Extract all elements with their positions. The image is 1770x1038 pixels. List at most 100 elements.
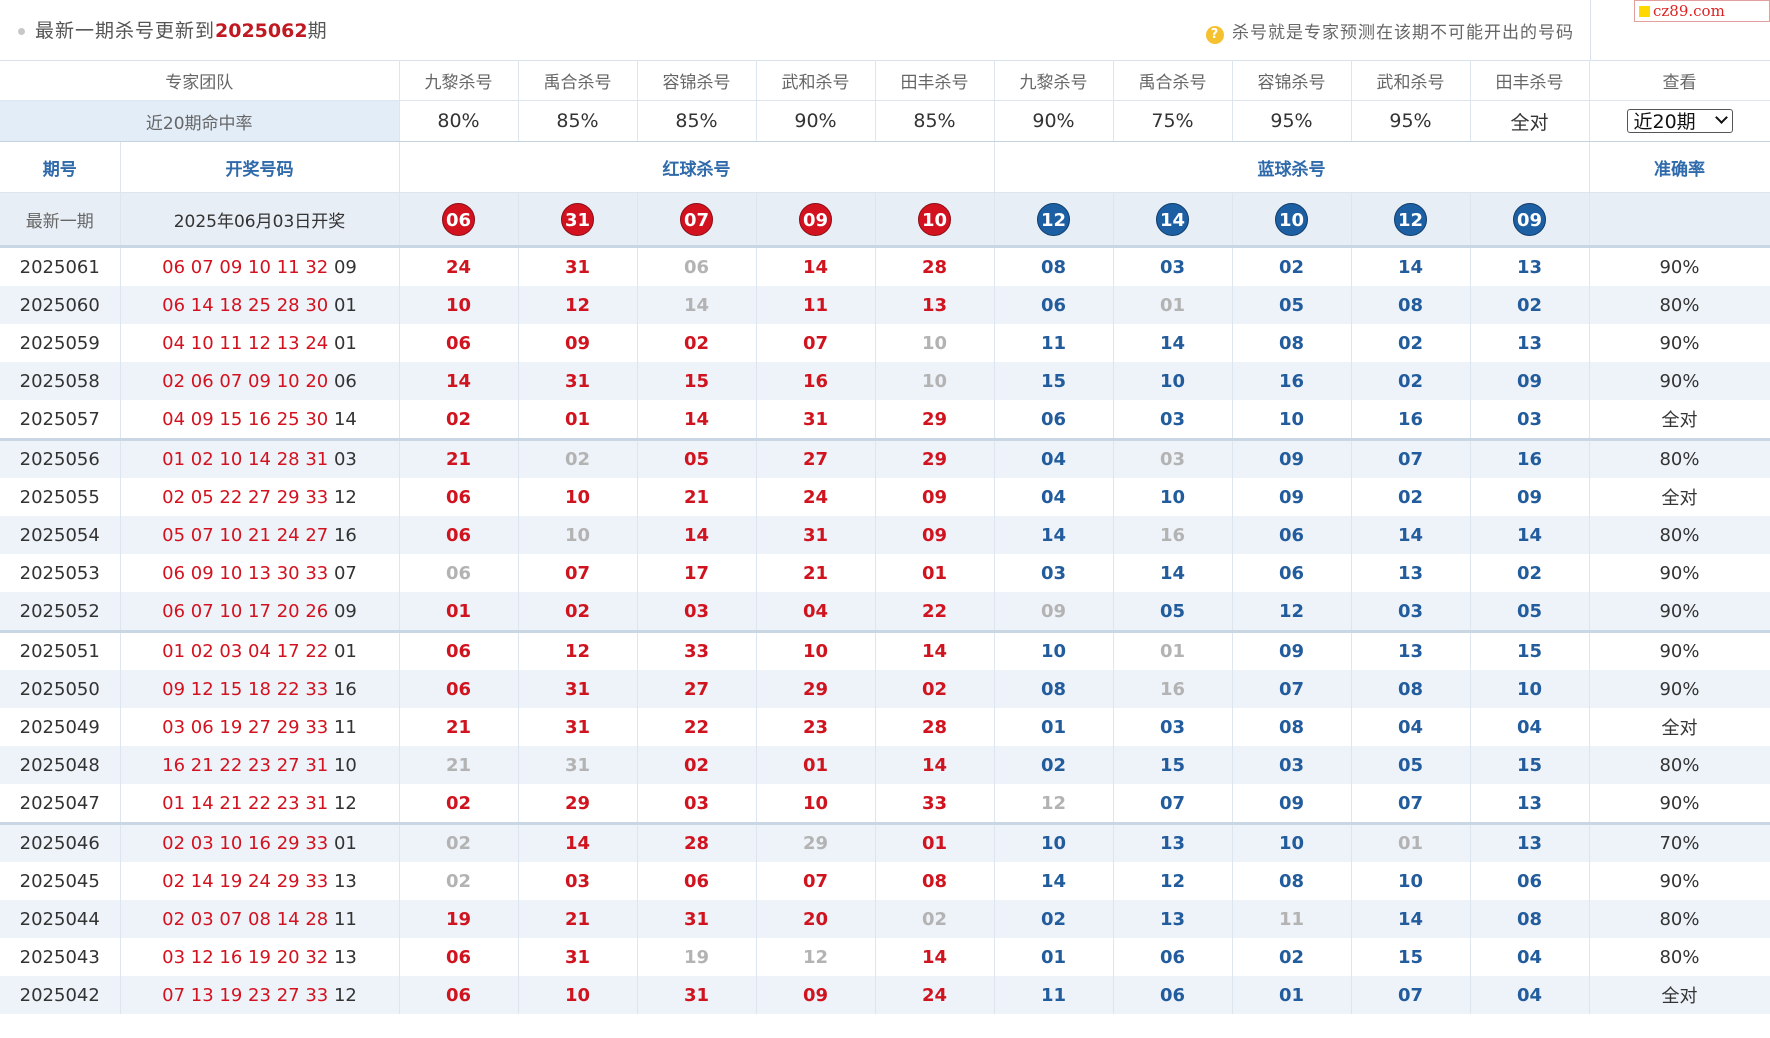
blue-kill-value: 13	[1113, 900, 1233, 938]
issue-number: 2025060	[0, 286, 121, 324]
draw-red-number: 21	[190, 754, 214, 776]
blue-kill-ball: 10	[1275, 202, 1308, 236]
red-kill-value: 14	[637, 400, 757, 440]
blue-kill-value: 11	[1232, 900, 1352, 938]
table-row: 2025054 05 07 10 21 24 27 16 06 10 14 31 09 14 1…	[0, 516, 1770, 554]
draw-red-number: 10	[219, 600, 243, 622]
issue-number: 2025053	[0, 554, 121, 592]
bullet-icon	[18, 28, 25, 35]
accuracy-value: 90%	[1589, 362, 1770, 400]
red-kill-value: 16	[756, 362, 876, 400]
draw-red-number: 06	[190, 716, 214, 738]
draw-red-number: 02	[162, 370, 186, 392]
draw-red-number: 07	[190, 524, 214, 546]
draw-numbers: 01 02 10 14 28 31 03	[120, 438, 400, 478]
draw-numbers: 02 05 22 27 29 33 12	[120, 478, 400, 516]
draw-red-number: 21	[248, 524, 271, 546]
view-label: 查看	[1589, 60, 1770, 101]
red-kill-value: 02	[399, 822, 519, 862]
draw-red-number: 07	[162, 984, 186, 1006]
draw-blue-number: 14	[333, 408, 357, 430]
red-kill-value: 07	[756, 324, 876, 362]
draw-red-number: 17	[276, 641, 300, 662]
accuracy-value: 全对	[1589, 400, 1770, 440]
draw-red-number: 28	[276, 449, 300, 470]
draw-red-number: 14	[190, 870, 214, 892]
issue-number: 2025051	[0, 630, 121, 670]
issue-number: 2025043	[0, 938, 121, 976]
blue-kill-value: 13	[1470, 324, 1590, 362]
issue-number: 2025046	[0, 822, 121, 862]
red-kill-value: 21	[756, 554, 876, 592]
red-kill-value: 29	[875, 438, 995, 478]
draw-red-number: 27	[248, 716, 271, 738]
blue-kill-value: 07	[1351, 784, 1471, 824]
draw-red-number: 02	[162, 486, 186, 508]
draw-red-number: 08	[248, 908, 271, 930]
red-kill-value: 31	[637, 900, 757, 938]
draw-red-number: 16	[248, 408, 271, 430]
blue-kill-ball: 12	[1394, 202, 1427, 236]
red-kill-value: 19	[399, 900, 519, 938]
blue-kill-value: 10	[994, 822, 1114, 862]
draw-red-number: 09	[190, 408, 214, 430]
latest-blue-cell: 10	[1232, 192, 1352, 248]
blue-kill-value: 03	[1351, 592, 1471, 632]
draw-red-number: 20	[305, 370, 329, 392]
draw-blue-number: 12	[333, 486, 357, 508]
draw-red-number: 07	[190, 256, 214, 278]
red-kill-value: 12	[518, 286, 638, 324]
red-kill-value: 23	[756, 708, 876, 746]
draw-red-number: 03	[219, 641, 243, 662]
red-kill-value: 02	[875, 900, 995, 938]
draw-red-number: 15	[219, 678, 243, 700]
red-kill-value: 21	[399, 438, 519, 478]
draw-red-number: 10	[276, 370, 300, 392]
draw-red-number: 13	[248, 562, 271, 584]
blue-kill-value: 02	[1351, 324, 1471, 362]
accuracy-value: 90%	[1589, 324, 1770, 362]
blue-kill-value: 14	[994, 862, 1114, 900]
table-row: 2025051 01 02 03 04 17 22 01 06 12 33 10 14 10 0…	[0, 630, 1770, 670]
blue-kill-value: 09	[1470, 478, 1590, 516]
issue-number: 2025049	[0, 708, 121, 746]
draw-red-number: 02	[162, 908, 186, 930]
accuracy-value: 90%	[1589, 784, 1770, 824]
draw-blue-number: 09	[333, 600, 357, 622]
draw-red-number: 24	[305, 332, 329, 354]
blue-kill-value: 15	[1470, 746, 1590, 784]
red-kill-value: 31	[518, 246, 638, 286]
expert-blue-2: 禹合杀号	[1113, 60, 1233, 101]
draw-red-number: 26	[305, 600, 329, 622]
red-kill-value: 06	[399, 324, 519, 362]
red-kill-value: 08	[875, 862, 995, 900]
draw-red-number: 20	[276, 600, 300, 622]
red-kill-value: 28	[875, 246, 995, 286]
question-icon: ?	[1206, 26, 1224, 44]
draw-red-number: 05	[190, 486, 214, 508]
draw-red-number: 02	[162, 833, 186, 854]
accuracy-value: 全对	[1589, 976, 1770, 1014]
draw-blue-number: 03	[333, 449, 357, 470]
blue-kill-value: 13	[1351, 630, 1471, 670]
blue-kill-value: 02	[1351, 478, 1471, 516]
red-kill-value: 14	[637, 286, 757, 324]
accuracy-value: 80%	[1589, 938, 1770, 976]
range-select[interactable]: 近20期	[1626, 109, 1733, 133]
draw-red-number: 23	[276, 792, 300, 814]
hit-rate-value: 85%	[637, 100, 757, 142]
expert-blue-5: 田丰杀号	[1470, 60, 1590, 101]
red-kill-value: 12	[518, 630, 638, 670]
date-month: 06	[233, 211, 256, 232]
update-issue: 2025062	[215, 20, 308, 42]
draw-red-number: 25	[276, 408, 300, 430]
date-month-unit: 月	[255, 211, 273, 232]
draw-red-number: 28	[305, 908, 329, 930]
table-row: 2025060 06 14 18 25 28 30 01 10 12 14 11 13 06 0…	[0, 286, 1770, 324]
draw-blue-number: 16	[333, 678, 357, 700]
kill-number-table: 专家团队 九黎杀号 禹合杀号 容锦杀号 武和杀号 田丰杀号 九黎杀号 禹合杀号 …	[0, 60, 1770, 1014]
draw-red-number: 22	[305, 641, 329, 662]
site-logo[interactable]: cz89.com	[1634, 0, 1770, 22]
red-kill-value: 24	[399, 246, 519, 286]
red-kill-value: 31	[518, 938, 638, 976]
